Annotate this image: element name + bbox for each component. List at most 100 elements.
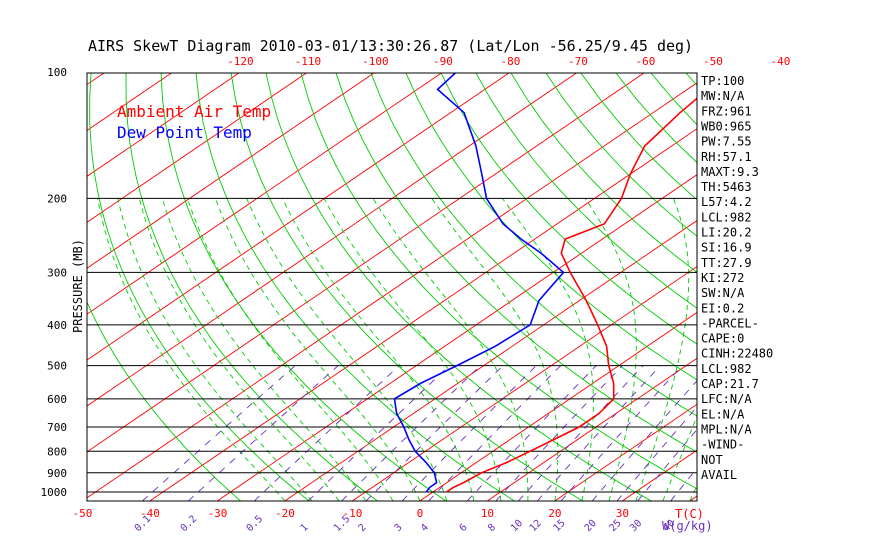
dry-adiabat-line (265, 73, 652, 501)
top-temp-tick-label: -80 (500, 55, 520, 68)
isotherm-line (284, 220, 697, 501)
pressure-tick-label: 800 (47, 445, 67, 458)
mixing-ratio-tick-label: 3 (393, 522, 405, 534)
stat-item: CAPE:0 (701, 332, 744, 346)
stat-item: SI:16.9 (701, 241, 752, 255)
mixing-ratio-tick-label: 10 (509, 518, 525, 534)
stat-item: TP:100 (701, 74, 744, 88)
pressure-tick-label: 400 (47, 319, 67, 332)
moist-adiabat-line (97, 198, 286, 501)
mixing-ratio-line (307, 365, 450, 501)
moist-adiabat-line (372, 198, 529, 501)
mixing-ratio-tick-label: 0.2 (179, 514, 200, 535)
isotherm-line (487, 357, 697, 501)
pressure-tick-label: 100 (47, 66, 67, 79)
stat-item: CINH:22480 (701, 347, 773, 361)
isotherm-line (419, 311, 697, 501)
mixing-ratio-line (495, 365, 623, 501)
mixing-ratio-line (560, 365, 683, 501)
dry-adiabat-line (160, 73, 447, 501)
isotherm-line (87, 73, 308, 223)
isotherm-line (217, 174, 697, 501)
moist-adiabat-line (214, 198, 421, 501)
stat-item: EI:0.2 (701, 301, 744, 315)
top-temp-tick-label: -60 (635, 55, 655, 68)
stat-item: SW:N/A (701, 286, 745, 300)
bottom-temp-tick-label: 30 (616, 507, 629, 520)
mixing-ratio-line (142, 365, 296, 501)
stat-item: LFC:N/A (701, 392, 752, 406)
bottom-temp-tick-label: -20 (275, 507, 295, 520)
stat-item: TT:27.9 (701, 256, 752, 270)
stat-item: LCL:982 (701, 362, 752, 376)
mixing-ratio-line (637, 428, 697, 501)
pressure-tick-label: 700 (47, 421, 67, 434)
mixing-ratio-line (188, 365, 339, 501)
moist-adiabat-line (282, 198, 475, 501)
dry-adiabat-line (860, 72, 870, 501)
moist-adiabat-line (323, 198, 502, 501)
dry-adiabat-line (335, 73, 697, 453)
bottom-temp-tick-label: 10 (481, 507, 494, 520)
dry-adiabat-line (650, 73, 697, 126)
mixing-ratio-tick-label: 1 (299, 522, 311, 534)
air-temp-profile-line (446, 97, 697, 493)
mixing-ratio-line (591, 380, 697, 501)
stat-item: -WIND- (701, 438, 744, 452)
mixing-ratio-tick-label: 25 (607, 518, 623, 534)
isotherm-line (149, 128, 697, 501)
mixing-ratio-tick-label: 12 (528, 518, 544, 534)
plot-frame (86, 72, 698, 502)
isotherm-line (757, 72, 870, 501)
dew-point-profile-line (393, 73, 565, 493)
moist-adiabat-line (502, 198, 594, 501)
dry-adiabat-line (370, 73, 697, 417)
moist-adiabat-line (117, 198, 313, 501)
legend-air-temp: Ambient Air Temp (117, 102, 271, 121)
stat-item: PW:7.55 (701, 135, 752, 149)
mixing-ratio-tick-label: 4 (419, 522, 431, 534)
bottom-temp-tick-label: -40 (140, 507, 160, 520)
isotherm-line (87, 73, 578, 407)
moist-adiabat-line (187, 198, 394, 501)
dry-adiabat-line (510, 73, 697, 273)
isotherm-line (87, 73, 375, 269)
mixing-ratio-line (253, 365, 400, 501)
dry-adiabat-line (87, 300, 241, 501)
dry-adiabat-line (89, 73, 310, 501)
mixing-ratio-tick-label: 6 (458, 522, 470, 534)
dry-adiabat-line (755, 72, 870, 501)
isotherm-line (87, 82, 697, 499)
x-axis-unit-label: T(C) (675, 507, 704, 521)
stat-item: AVAIL (701, 468, 737, 482)
dry-adiabat-line (440, 73, 697, 345)
stat-item: FRZ:961 (701, 104, 752, 118)
stat-item: TH:5463 (701, 180, 752, 194)
isotherm-line (87, 73, 510, 361)
mixing-ratio-line (466, 365, 597, 501)
bottom-temp-tick-label: 0 (417, 507, 424, 520)
stat-item: MW:N/A (701, 89, 745, 103)
isotherm-line (0, 72, 38, 501)
pressure-tick-label: 500 (47, 360, 67, 373)
top-temp-tick-label: -110 (295, 55, 322, 68)
moist-adiabat-line (246, 198, 448, 501)
mixing-ratio-line (616, 406, 697, 501)
bottom-temp-tick-label: -10 (342, 507, 362, 520)
isotherm-line (87, 73, 105, 86)
mixing-ratio-tick-label: 30 (628, 518, 644, 534)
top-temp-tick-label: -40 (770, 55, 790, 68)
moist-adiabat-line (662, 414, 697, 501)
mixing-ratio-line (537, 365, 661, 501)
mixing-ratio-line (518, 365, 644, 501)
stat-item: RH:57.1 (701, 150, 752, 164)
top-temp-tick-label: -50 (703, 55, 723, 68)
mixing-ratio-line (401, 365, 537, 501)
top-temp-tick-label: -70 (568, 55, 588, 68)
stat-item: -PARCEL- (701, 316, 759, 330)
stat-item: MPL:N/A (701, 422, 752, 436)
mixing-ratio-line (341, 365, 481, 501)
isotherm-line (87, 73, 443, 315)
stat-item: LCL:982 (701, 210, 752, 224)
